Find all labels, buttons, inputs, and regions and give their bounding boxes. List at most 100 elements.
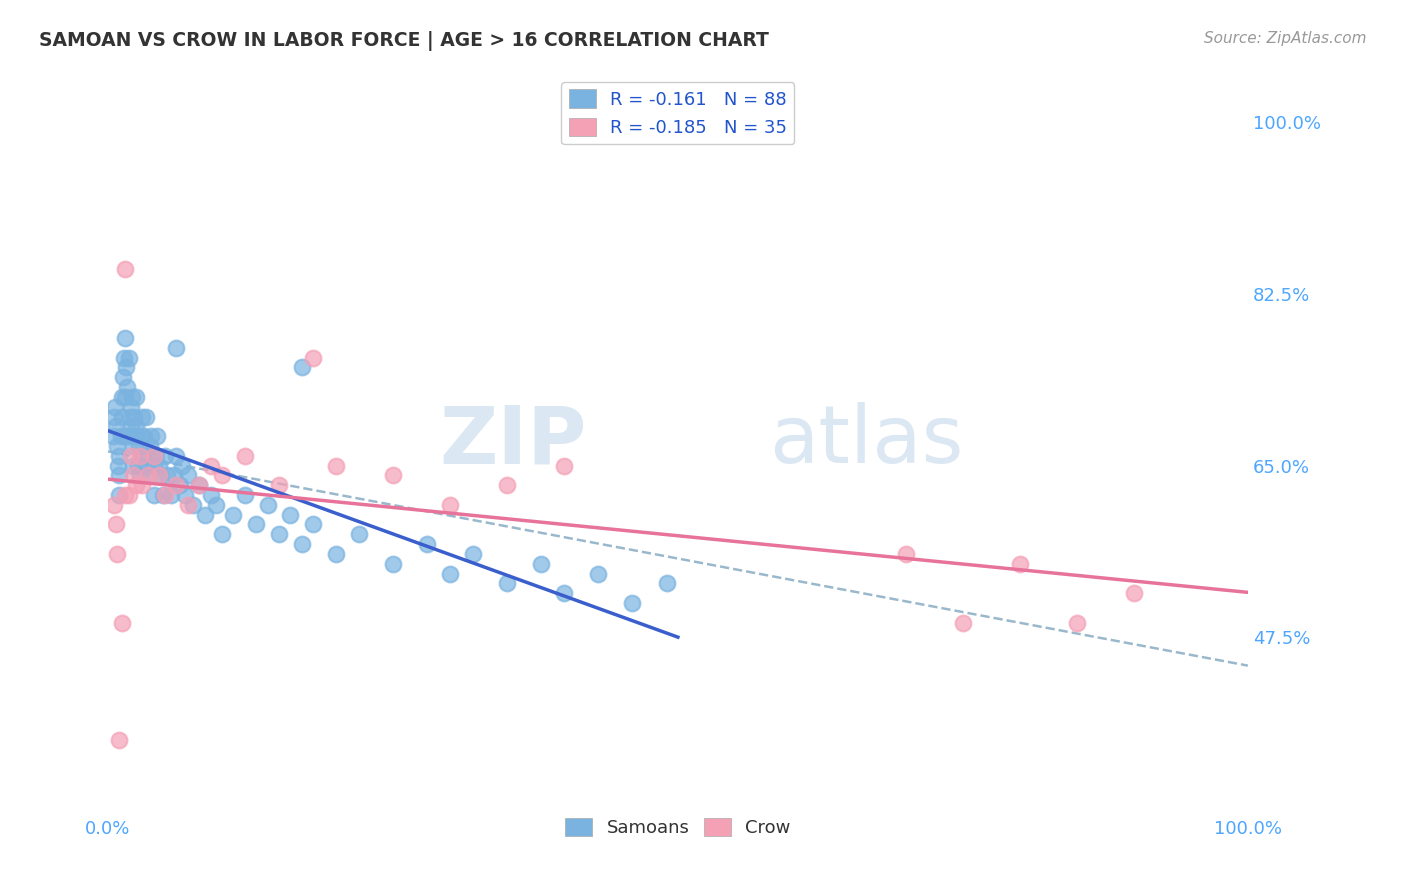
Point bbox=[104, 419, 127, 434]
Point bbox=[347, 527, 370, 541]
Point bbox=[120, 400, 142, 414]
Point bbox=[148, 458, 170, 473]
Point bbox=[114, 262, 136, 277]
Point bbox=[381, 557, 404, 571]
Point bbox=[153, 449, 176, 463]
Point bbox=[496, 576, 519, 591]
Point bbox=[165, 478, 187, 492]
Point bbox=[114, 331, 136, 345]
Point bbox=[439, 498, 461, 512]
Point bbox=[114, 390, 136, 404]
Point bbox=[141, 429, 163, 443]
Point bbox=[280, 508, 302, 522]
Point bbox=[621, 596, 644, 610]
Point bbox=[291, 537, 314, 551]
Point bbox=[111, 370, 134, 384]
Point bbox=[188, 478, 211, 492]
Point bbox=[105, 439, 128, 453]
Point bbox=[142, 458, 165, 473]
Point bbox=[101, 429, 124, 443]
Point bbox=[131, 409, 153, 424]
Point bbox=[200, 458, 222, 473]
Point bbox=[120, 449, 142, 463]
Point bbox=[233, 449, 256, 463]
Point bbox=[114, 488, 136, 502]
Point bbox=[1008, 557, 1031, 571]
Point bbox=[165, 341, 187, 355]
Point bbox=[149, 468, 172, 483]
Point bbox=[439, 566, 461, 581]
Point bbox=[145, 449, 167, 463]
Point bbox=[129, 449, 152, 463]
Point bbox=[205, 498, 228, 512]
Point bbox=[142, 488, 165, 502]
Point bbox=[111, 615, 134, 630]
Point bbox=[153, 488, 176, 502]
Text: SAMOAN VS CROW IN LABOR FORCE | AGE > 16 CORRELATION CHART: SAMOAN VS CROW IN LABOR FORCE | AGE > 16… bbox=[39, 31, 769, 51]
Point bbox=[114, 429, 136, 443]
Legend: Samoans, Crow: Samoans, Crow bbox=[558, 811, 799, 845]
Point bbox=[302, 517, 325, 532]
Point bbox=[461, 547, 484, 561]
Point bbox=[136, 468, 159, 483]
Point bbox=[122, 409, 145, 424]
Point bbox=[112, 351, 135, 365]
Point bbox=[118, 409, 141, 424]
Point bbox=[169, 478, 191, 492]
Point bbox=[174, 488, 197, 502]
Point bbox=[1066, 615, 1088, 630]
Point bbox=[122, 458, 145, 473]
Point bbox=[108, 449, 131, 463]
Point bbox=[211, 468, 233, 483]
Point bbox=[156, 468, 179, 483]
Point bbox=[553, 586, 575, 600]
Point bbox=[1122, 586, 1144, 600]
Point bbox=[108, 468, 131, 483]
Point bbox=[148, 468, 170, 483]
Point bbox=[142, 449, 165, 463]
Point bbox=[136, 449, 159, 463]
Text: ZIP: ZIP bbox=[440, 402, 586, 480]
Point bbox=[125, 419, 148, 434]
Point bbox=[129, 429, 152, 443]
Point bbox=[129, 468, 152, 483]
Point bbox=[194, 508, 217, 522]
Point bbox=[122, 468, 145, 483]
Point bbox=[105, 547, 128, 561]
Point bbox=[381, 468, 404, 483]
Text: atlas: atlas bbox=[769, 402, 963, 480]
Point bbox=[111, 409, 134, 424]
Point bbox=[177, 498, 200, 512]
Point bbox=[183, 498, 205, 512]
Point bbox=[267, 527, 290, 541]
Point bbox=[108, 733, 131, 747]
Point bbox=[325, 458, 347, 473]
Point bbox=[177, 468, 200, 483]
Point bbox=[291, 360, 314, 375]
Point bbox=[138, 468, 160, 483]
Point bbox=[163, 468, 186, 483]
Point bbox=[132, 449, 155, 463]
Point bbox=[302, 351, 325, 365]
Point bbox=[586, 566, 609, 581]
Point bbox=[152, 488, 174, 502]
Point bbox=[200, 488, 222, 502]
Point bbox=[124, 429, 146, 443]
Point bbox=[146, 429, 169, 443]
Point bbox=[211, 527, 233, 541]
Point bbox=[233, 488, 256, 502]
Point bbox=[127, 458, 149, 473]
Point bbox=[122, 439, 145, 453]
Point bbox=[135, 458, 157, 473]
Point bbox=[134, 429, 156, 443]
Point bbox=[120, 419, 142, 434]
Point bbox=[159, 488, 181, 502]
Point bbox=[104, 517, 127, 532]
Point bbox=[222, 508, 245, 522]
Point bbox=[111, 390, 134, 404]
Point bbox=[416, 537, 439, 551]
Point bbox=[245, 517, 267, 532]
Point bbox=[135, 409, 157, 424]
Point bbox=[104, 400, 127, 414]
Point bbox=[117, 488, 139, 502]
